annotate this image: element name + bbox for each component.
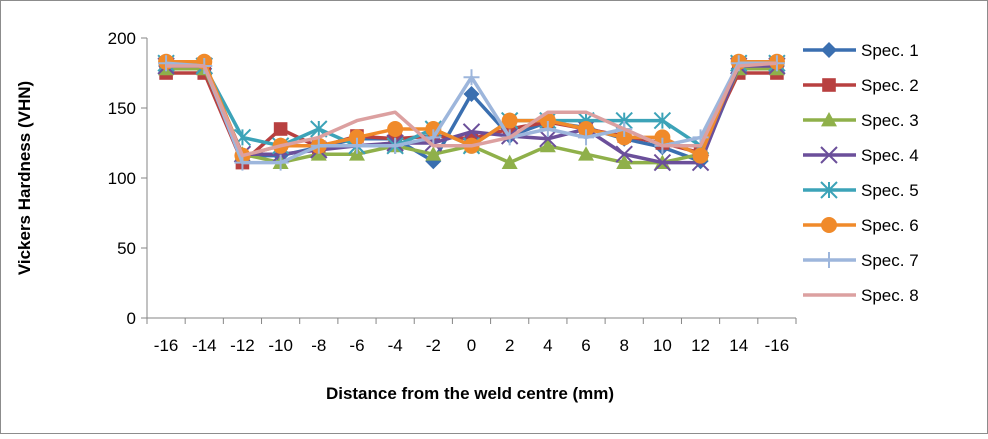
legend-item: Spec. 1 bbox=[803, 41, 919, 60]
series-point bbox=[425, 146, 442, 161]
series-point bbox=[578, 121, 595, 137]
series-point bbox=[158, 55, 175, 72]
x-tick-label: -16 bbox=[765, 336, 790, 355]
series-point bbox=[654, 129, 671, 146]
series-point bbox=[615, 145, 633, 163]
series-point bbox=[272, 154, 289, 171]
series-point bbox=[463, 86, 480, 102]
series-point bbox=[348, 129, 365, 146]
x-axis-title: Distance from the weld centre (mm) bbox=[326, 384, 614, 403]
x-tick-label: -6 bbox=[349, 336, 364, 355]
plot-area bbox=[157, 53, 786, 172]
series-point bbox=[539, 137, 556, 153]
series-point bbox=[578, 129, 595, 146]
y-tick-label: 100 bbox=[108, 169, 136, 188]
series-point bbox=[692, 147, 709, 164]
legend-item: Spec. 5 bbox=[803, 181, 919, 200]
series-point bbox=[273, 122, 288, 136]
legend-item: Spec. 3 bbox=[803, 111, 919, 130]
legend-item: Spec. 7 bbox=[803, 251, 919, 270]
y-tick-label: 0 bbox=[127, 309, 136, 328]
series-point bbox=[821, 112, 837, 127]
x-tick-label: -12 bbox=[230, 336, 255, 355]
x-tick-label: -14 bbox=[192, 336, 217, 355]
x-tick-label: -16 bbox=[154, 336, 179, 355]
x-axis: -16 -14 -12 -10 -8 -6 -4 -2 0 2 4 6 8 10 12 14 -16 bbox=[146, 317, 797, 355]
series-spec-7 bbox=[158, 55, 785, 171]
x-tick-label: 2 bbox=[505, 336, 514, 355]
legend-label: Spec. 1 bbox=[861, 41, 919, 60]
x-tick-label: 14 bbox=[729, 336, 748, 355]
series-point bbox=[348, 137, 365, 154]
legend-item: Spec. 6 bbox=[803, 216, 919, 235]
y-axis: 0 50 100 150 200 bbox=[108, 29, 148, 328]
series-point bbox=[821, 217, 837, 233]
series-point bbox=[462, 123, 481, 141]
series-point bbox=[539, 121, 556, 137]
x-tick-label: -4 bbox=[388, 336, 403, 355]
y-axis-title: Vickers Hardness (VHN) bbox=[15, 81, 34, 275]
x-tick-label: 10 bbox=[653, 336, 672, 355]
legend-label: Spec. 2 bbox=[861, 76, 919, 95]
series-point bbox=[387, 121, 404, 137]
series-point bbox=[820, 146, 838, 164]
series-point bbox=[310, 137, 327, 154]
y-tick-label: 50 bbox=[117, 239, 136, 258]
legend-item: Spec. 8 bbox=[803, 286, 919, 305]
series-point bbox=[821, 252, 837, 268]
series-line bbox=[166, 61, 778, 158]
legend-label: Spec. 8 bbox=[861, 286, 919, 305]
legend-item: Spec. 2 bbox=[803, 76, 919, 95]
series-point bbox=[501, 154, 518, 169]
series-point bbox=[539, 130, 557, 148]
legend-label: Spec. 4 bbox=[861, 146, 919, 165]
x-tick-label: 8 bbox=[619, 336, 628, 355]
x-tick-label: -8 bbox=[311, 336, 326, 355]
x-tick-label: 0 bbox=[467, 336, 476, 355]
series-point bbox=[501, 112, 518, 129]
legend-label: Spec. 6 bbox=[861, 216, 919, 235]
series-point bbox=[616, 154, 633, 169]
y-tick-label: 200 bbox=[108, 29, 136, 48]
legend: Spec. 1 Spec. 2 Spec. 3 Spec. 4 Spec. 5 Spec.… bbox=[803, 41, 919, 305]
series-point bbox=[653, 153, 672, 172]
series-point bbox=[820, 181, 838, 199]
series-point bbox=[616, 129, 633, 146]
x-tick-label: -10 bbox=[268, 336, 293, 355]
legend-label: Spec. 7 bbox=[861, 251, 919, 270]
x-tick-label: 12 bbox=[691, 336, 710, 355]
series-point bbox=[387, 137, 404, 154]
y-tick-label: 150 bbox=[108, 99, 136, 118]
series-spec-8 bbox=[166, 61, 778, 158]
series-point bbox=[653, 111, 672, 130]
series-point bbox=[425, 129, 442, 146]
legend-label: Spec. 3 bbox=[861, 111, 919, 130]
x-tick-label: -2 bbox=[426, 336, 441, 355]
series-point bbox=[822, 78, 836, 92]
series-point bbox=[463, 69, 480, 86]
x-tick-label: 4 bbox=[543, 336, 552, 355]
legend-label: Spec. 5 bbox=[861, 181, 919, 200]
series-point bbox=[821, 42, 837, 58]
series-point bbox=[578, 146, 595, 161]
legend-item: Spec. 4 bbox=[803, 146, 919, 165]
x-tick-label: 6 bbox=[581, 336, 590, 355]
